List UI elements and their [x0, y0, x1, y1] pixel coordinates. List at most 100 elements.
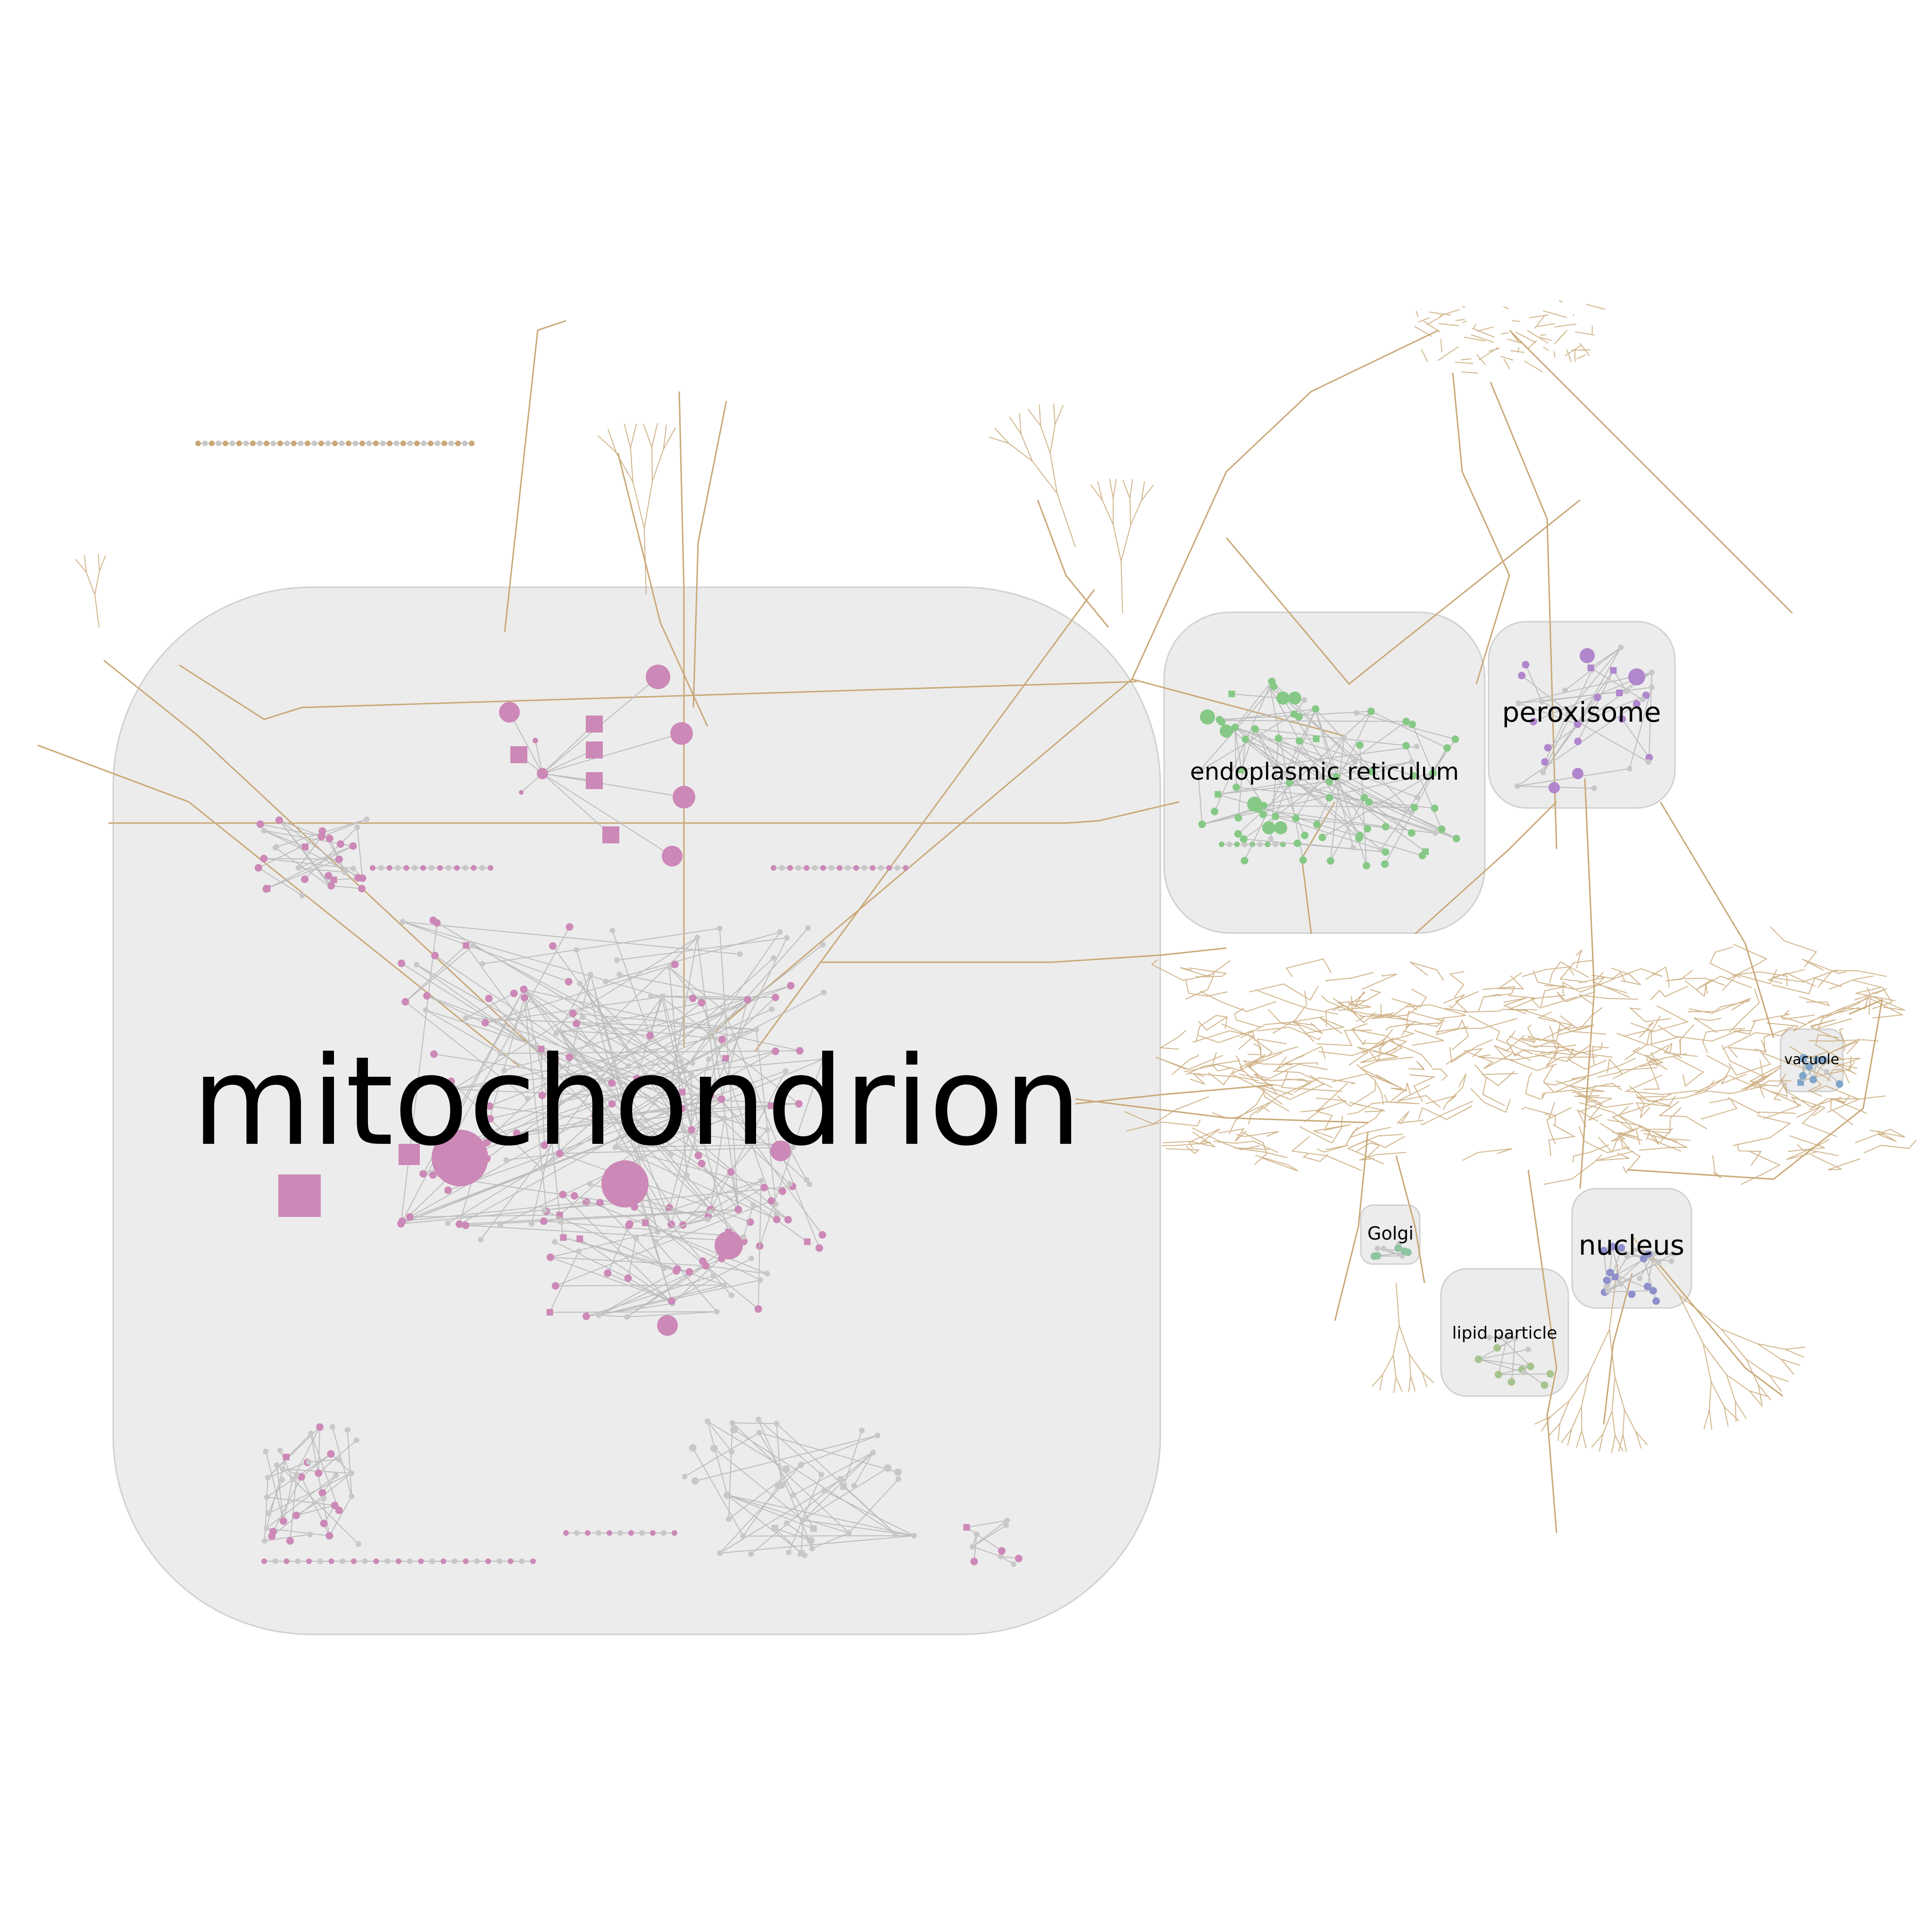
enzyme-node — [283, 1454, 290, 1461]
cytoplasm-edge — [108, 801, 1180, 824]
reaction-edge — [719, 1464, 802, 1554]
cytoplasm-edge — [1610, 968, 1663, 981]
reaction-edge — [266, 1528, 330, 1537]
reaction-edge — [1359, 745, 1367, 866]
cytoplasm-edge — [1724, 1406, 1740, 1422]
metabolite-node — [393, 441, 400, 446]
cytoplasm-edge — [1494, 1035, 1531, 1061]
cytoplasm-edge — [1478, 994, 1501, 1013]
metabolite-node — [624, 1274, 632, 1282]
cytoplasm-edge — [1407, 1004, 1466, 1020]
metabolite-node — [784, 1216, 792, 1224]
reaction-edge — [321, 819, 367, 837]
metabolite-node — [689, 1060, 695, 1066]
cytoplasm-edge — [1632, 1235, 1680, 1295]
metabolite-node — [760, 1183, 768, 1191]
metabolite-node — [1353, 710, 1359, 716]
metabolite-node — [673, 786, 695, 808]
reaction-edge — [639, 992, 824, 1089]
reaction-edge — [627, 1238, 637, 1278]
metabolite-node — [496, 1558, 502, 1564]
reaction-edge — [802, 1452, 874, 1521]
cytoplasm-edge — [1807, 1077, 1823, 1097]
metabolite-node — [784, 935, 790, 941]
cytoplasm-edge — [1410, 961, 1444, 981]
cytoplasm-edge — [1581, 1430, 1587, 1448]
cytoplasm-edge — [1395, 1377, 1403, 1392]
reaction-edge — [682, 1091, 692, 1130]
metabolite-node — [1231, 724, 1239, 732]
reaction-edge — [426, 995, 612, 1084]
metabolite-node — [1232, 783, 1241, 791]
reaction-edge — [1316, 711, 1372, 825]
reaction-edge — [758, 1432, 814, 1529]
cytoplasm-edge — [754, 589, 1095, 1052]
metabolite-node — [787, 1181, 793, 1187]
reaction-edge — [400, 923, 438, 1224]
metabolite-node — [366, 441, 372, 446]
reaction-edge — [552, 945, 684, 1129]
cytoplasm-edge — [1689, 1000, 1750, 1014]
enzyme-node — [586, 716, 603, 733]
cytoplasm-edge — [1769, 1374, 1782, 1392]
metabolite-node — [552, 1239, 558, 1245]
metabolite-node — [1312, 705, 1320, 713]
metabolite-node — [851, 1482, 857, 1489]
cytoplasm-edge — [1666, 970, 1693, 982]
cytoplasm-edge — [1749, 1391, 1769, 1398]
metabolite-node — [1628, 668, 1645, 685]
metabolite-node — [1325, 794, 1333, 802]
cytoplasm-edge — [616, 452, 633, 483]
reaction-edge — [292, 1427, 320, 1480]
reaction-edge — [558, 974, 591, 1031]
cytoplasm-edge — [1141, 481, 1145, 501]
metabolite-node — [264, 1494, 270, 1500]
reaction-edge — [296, 1498, 325, 1516]
cytoplasm-edge — [1337, 1080, 1376, 1107]
enzyme-node — [771, 1524, 778, 1532]
metabolite-node — [407, 1558, 413, 1564]
metabolite-node — [755, 1416, 761, 1423]
reaction-edge — [540, 958, 774, 1169]
cytoplasm-edge — [1543, 310, 1567, 318]
reaction-edge — [605, 931, 780, 982]
reaction-edge — [1271, 681, 1368, 829]
metabolite-node — [837, 865, 842, 871]
metabolite-node — [1516, 700, 1522, 707]
cytoplasm-edge — [692, 400, 727, 708]
cytoplasm-edge — [1257, 1074, 1324, 1100]
metabolite-node — [648, 993, 654, 999]
metabolite-node — [1632, 700, 1641, 708]
cytoplasm-edge — [1746, 1359, 1759, 1385]
reaction-edge — [714, 1448, 804, 1521]
metabolite-node — [332, 441, 338, 446]
metabolite-node — [716, 925, 723, 932]
cytoplasm-edge — [1557, 1423, 1561, 1441]
cytoplasm-edge — [1733, 1019, 1757, 1035]
metabolite-node — [1299, 856, 1307, 864]
cytoplasm-edge — [1131, 329, 1439, 680]
metabolite-node — [1241, 735, 1249, 743]
cytoplasm-edge — [1578, 1125, 1630, 1153]
cytoplasm-edge — [1249, 983, 1319, 1001]
cytoplasm-edge — [1623, 1146, 1641, 1174]
cytoplasm-edge — [1502, 997, 1526, 1015]
metabolite-node — [625, 1063, 632, 1069]
metabolite-node — [373, 1558, 379, 1564]
cytoplasm-edge — [1579, 343, 1590, 357]
cytoplasm-edge — [1645, 966, 1670, 988]
cytoplasm-edge — [1347, 991, 1375, 1024]
metabolite-node — [837, 1476, 845, 1484]
reaction-edge — [541, 999, 748, 1096]
metabolite-node — [1640, 1255, 1648, 1263]
cytoplasm-edge — [1829, 975, 1874, 990]
metabolite-node — [682, 1474, 688, 1480]
cytoplasm-edge — [1027, 408, 1041, 426]
metabolite-node — [859, 1427, 865, 1433]
metabolite-node — [328, 1558, 334, 1564]
cytoplasm-edge — [1541, 1090, 1575, 1099]
reaction-edge — [542, 773, 611, 835]
reaction-edge — [727, 1494, 914, 1536]
cytoplasm-edge — [1451, 1019, 1469, 1050]
cytoplasm-edge — [643, 481, 653, 529]
